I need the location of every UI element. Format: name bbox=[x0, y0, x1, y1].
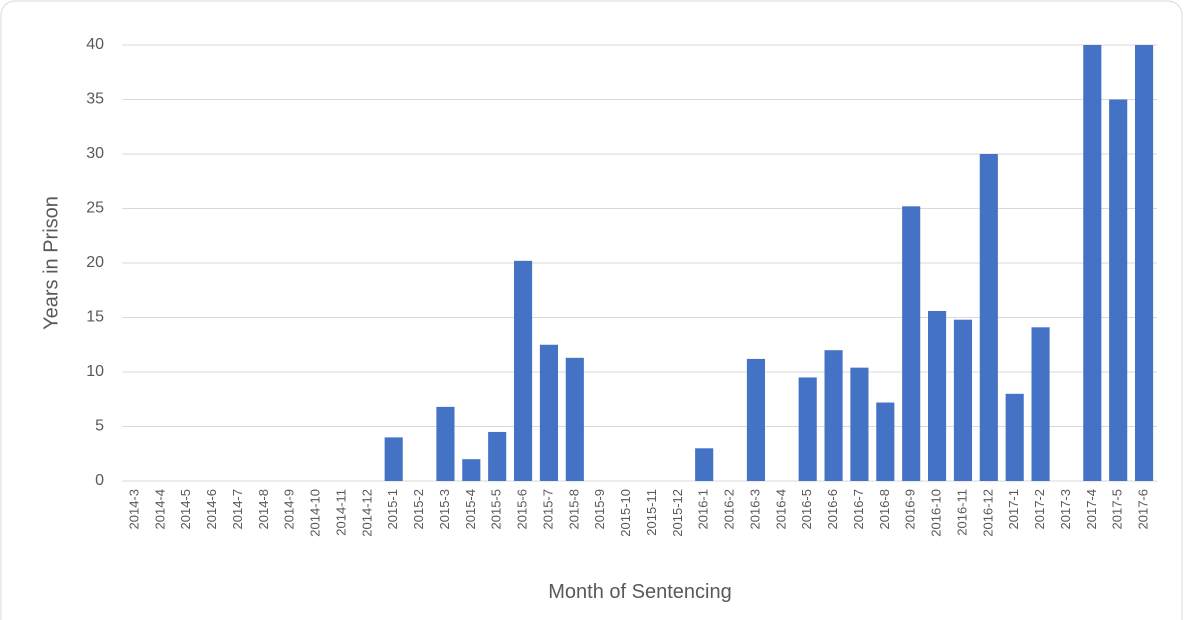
bar bbox=[928, 310, 947, 481]
y-tick-label: 5 bbox=[95, 418, 104, 435]
bar bbox=[1083, 45, 1102, 481]
bar bbox=[902, 206, 921, 481]
bar bbox=[824, 350, 843, 481]
y-axis-title: Years in Prison bbox=[40, 196, 62, 330]
x-tick-label: 2016-8 bbox=[877, 489, 892, 529]
x-tick-label: 2016-11 bbox=[954, 489, 969, 536]
x-tick-label: 2014-3 bbox=[126, 489, 141, 529]
bar bbox=[1135, 45, 1154, 481]
y-tick-label: 10 bbox=[86, 363, 104, 380]
x-tick-label: 2017-6 bbox=[1136, 489, 1151, 529]
x-tick-label: 2015-3 bbox=[437, 489, 452, 529]
x-tick-label: 2015-5 bbox=[489, 489, 504, 529]
bar bbox=[1031, 327, 1050, 481]
x-tick-label: 2015-8 bbox=[566, 489, 581, 529]
bar bbox=[514, 260, 533, 481]
x-tick-label: 2016-2 bbox=[722, 489, 737, 529]
x-tick-label: 2014-4 bbox=[152, 489, 167, 529]
bar bbox=[953, 319, 972, 481]
x-tick-label: 2017-3 bbox=[1058, 489, 1073, 529]
x-tick-label: 2016-5 bbox=[799, 489, 814, 529]
y-tick-label: 20 bbox=[86, 254, 104, 271]
bar bbox=[1109, 99, 1128, 481]
bar bbox=[979, 154, 998, 481]
x-tick-label: 2014-12 bbox=[359, 489, 374, 537]
x-tick-label: 2015-7 bbox=[540, 489, 555, 529]
x-tick-label: 2015-12 bbox=[670, 489, 685, 537]
x-tick-label: 2016-1 bbox=[696, 489, 711, 529]
bar bbox=[436, 406, 455, 481]
x-tick-label: 2015-4 bbox=[463, 489, 478, 529]
x-tick-label: 2017-4 bbox=[1084, 489, 1099, 529]
x-tick-label: 2017-5 bbox=[1110, 489, 1125, 529]
y-tick-label: 0 bbox=[95, 472, 104, 489]
bar bbox=[539, 344, 558, 481]
y-tick-label: 40 bbox=[86, 36, 104, 53]
x-tick-label: 2014-5 bbox=[178, 489, 193, 529]
x-tick-label: 2016-3 bbox=[747, 489, 762, 529]
x-tick-label: 2014-11 bbox=[333, 489, 348, 536]
bar bbox=[384, 437, 403, 481]
x-tick-label: 2017-2 bbox=[1032, 489, 1047, 529]
bar bbox=[695, 448, 714, 481]
bar bbox=[488, 431, 507, 481]
x-tick-label: 2016-4 bbox=[773, 489, 788, 529]
x-axis-title: Month of Sentencing bbox=[548, 581, 731, 603]
x-tick-label: 2016-6 bbox=[825, 489, 840, 529]
x-tick-label: 2014-10 bbox=[308, 489, 323, 537]
x-tick-label: 2015-10 bbox=[618, 489, 633, 537]
x-tick-label: 2017-1 bbox=[1006, 489, 1021, 529]
y-tick-label: 15 bbox=[86, 309, 104, 326]
bar bbox=[1005, 393, 1024, 481]
y-tick-label: 30 bbox=[86, 145, 104, 162]
bar bbox=[565, 357, 584, 481]
bar bbox=[746, 358, 765, 481]
x-tick-label: 2016-7 bbox=[851, 489, 866, 529]
x-tick-label: 2014-8 bbox=[256, 489, 271, 529]
x-tick-label: 2015-9 bbox=[592, 489, 607, 529]
x-tick-label: 2015-1 bbox=[385, 489, 400, 529]
y-tick-label: 35 bbox=[86, 91, 104, 108]
x-tick-label: 2014-7 bbox=[230, 489, 245, 529]
x-tick-label: 2016-10 bbox=[929, 489, 944, 537]
x-tick-label: 2014-9 bbox=[282, 489, 297, 529]
x-tick-label: 2014-6 bbox=[204, 489, 219, 529]
x-tick-label: 2016-9 bbox=[903, 489, 918, 529]
bar bbox=[876, 402, 895, 481]
bar bbox=[850, 367, 869, 481]
x-tick-label: 2015-2 bbox=[411, 489, 426, 529]
x-tick-label: 2016-12 bbox=[980, 489, 995, 537]
y-tick-label: 25 bbox=[86, 200, 104, 217]
bar bbox=[798, 377, 817, 481]
x-tick-label: 2015-11 bbox=[644, 489, 659, 536]
bar bbox=[462, 459, 481, 481]
x-tick-label: 2015-6 bbox=[515, 489, 530, 529]
